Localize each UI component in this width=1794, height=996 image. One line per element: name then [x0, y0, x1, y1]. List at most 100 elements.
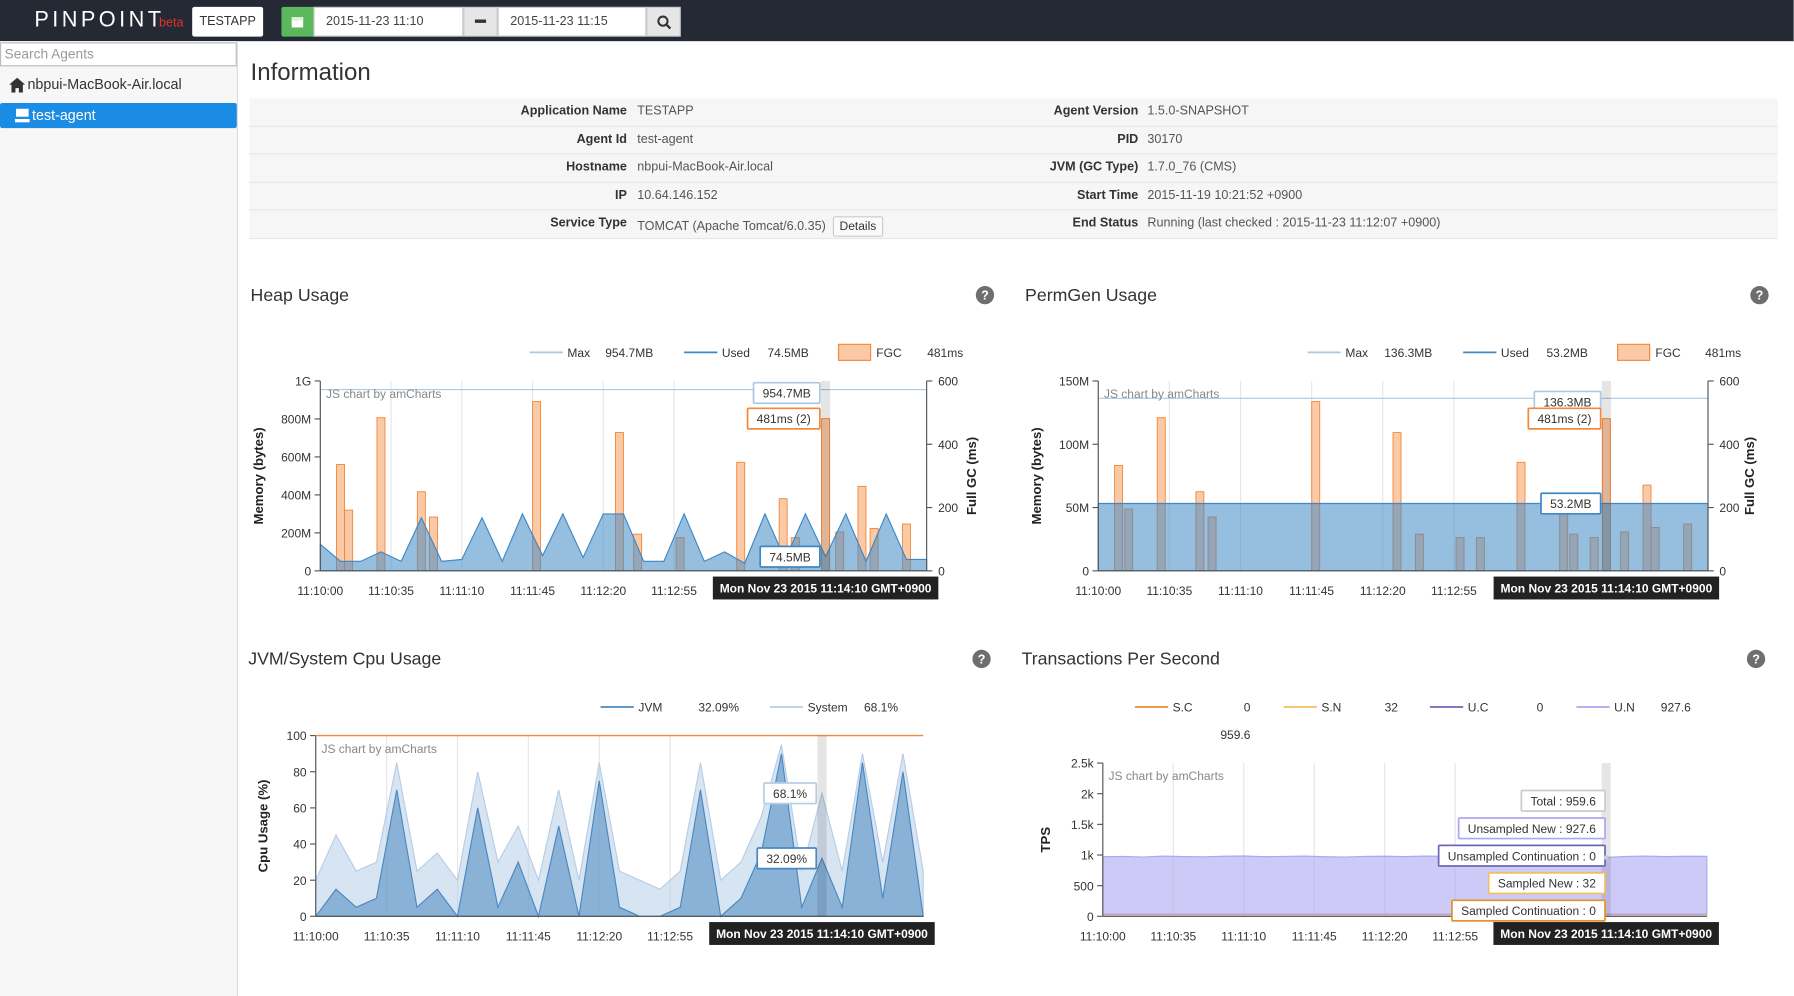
agent-search[interactable]: Search Agents — [0, 42, 237, 67]
legend-name[interactable]: FGC — [876, 346, 902, 360]
x-tick-label: 11:10:00 — [1075, 584, 1121, 598]
info-value-text: test-agent — [637, 132, 694, 146]
balloon-text: Sampled New : 32 — [1498, 877, 1596, 891]
chart-title: PermGen Usage — [1025, 285, 1157, 305]
y-tick-label: 600M — [281, 450, 311, 464]
help-icon-text: ? — [1752, 653, 1760, 667]
y2-axis-label: Full GC (ms) — [1742, 437, 1757, 515]
x-tick-label: 11:11:45 — [1292, 929, 1337, 943]
legend-name[interactable]: Max — [1345, 346, 1368, 360]
beta-badge: beta — [159, 16, 184, 30]
help-icon[interactable] — [975, 286, 995, 305]
host-row[interactable]: nbpui-MacBook-Air.local — [9, 77, 182, 93]
balloon-text: Unsampled New : 927.6 — [1468, 822, 1596, 836]
info-value-text: TOMCAT (Apache Tomcat/6.0.35) — [637, 219, 826, 234]
balloon — [759, 545, 821, 568]
legend-value: 0 — [1244, 701, 1251, 715]
legend-name[interactable]: System — [808, 701, 848, 715]
info-label: Service Type — [550, 216, 627, 230]
x-tick-label: 11:10:00 — [1080, 929, 1126, 943]
info-value: TOMCAT (Apache Tomcat/6.0.35) Details — [637, 216, 884, 237]
details-button[interactable]: Details — [832, 216, 884, 237]
legend-name[interactable]: U.N — [1614, 701, 1635, 715]
y-axis-label: Memory (bytes) — [1029, 427, 1044, 524]
x-tick-label: 11:11:45 — [506, 929, 551, 943]
area — [1097, 502, 1709, 572]
legend-value: 32.09% — [698, 701, 739, 715]
help-icon[interactable] — [972, 649, 991, 669]
balloon-text: 53.2MB — [1550, 497, 1591, 511]
x-tick-label: 11:12:20 — [576, 929, 622, 943]
balloon — [752, 381, 821, 405]
calendar-button[interactable] — [281, 6, 314, 37]
agent-row[interactable]: test-agent — [0, 102, 237, 129]
legend-name[interactable]: Used — [1501, 346, 1529, 360]
info-title: Information — [250, 59, 371, 86]
info-value: 2015-11-19 10:21:52 +0900 — [1147, 188, 1303, 202]
application-button[interactable]: TESTAPP — [192, 6, 264, 37]
cursor-label: Mon Nov 23 2015 11:14:10 GMT+0900 — [720, 582, 932, 596]
info-row: Application Name TESTAPP Agent Version 1.5.… — [249, 98, 1778, 127]
balloon — [1520, 789, 1606, 812]
legend-name[interactable]: JVM — [638, 701, 662, 715]
help-icon-text: ? — [981, 289, 989, 303]
x-tick-label: 11:12:55 — [1432, 929, 1478, 943]
search-button[interactable] — [646, 6, 681, 37]
info-value: 30170 — [1147, 132, 1183, 146]
y-tick-label: 100M — [1059, 438, 1089, 452]
legend-name[interactable]: S.C — [1173, 701, 1193, 715]
info-value: 10.64.146.152 — [637, 188, 717, 202]
home-icon — [9, 77, 26, 93]
legend-name[interactable]: Used — [722, 346, 750, 360]
legend-name[interactable]: FGC — [1655, 346, 1681, 360]
balloon-text: 68.1% — [773, 787, 807, 801]
x-tick-label: 11:10:00 — [293, 929, 339, 943]
legend-value: 74.5MB — [767, 346, 808, 360]
y-tick-label: 100 — [287, 729, 307, 743]
info-label: Hostname — [566, 160, 627, 174]
x-tick-label: 11:10:35 — [368, 584, 414, 598]
chart-title: Heap Usage — [251, 285, 350, 305]
chart-title: Transactions Per Second — [1022, 649, 1220, 669]
header: PINPOINT beta TESTAPP 2015-11-23 11:10 2… — [0, 0, 1794, 42]
total-point — [1603, 855, 1609, 860]
x-tick-label: 11:12:55 — [647, 929, 693, 943]
cursor-band — [1601, 763, 1611, 917]
x-tick-label: 11:10:35 — [1146, 584, 1192, 598]
host-name: nbpui-MacBook-Air.local — [27, 76, 182, 93]
y-tick-label: 2k — [1081, 787, 1095, 801]
balloon — [1457, 817, 1606, 840]
legend-name[interactable]: Max — [567, 346, 590, 360]
help-icon-text: ? — [978, 653, 986, 667]
legend-swatch — [1617, 343, 1651, 361]
info-label: IP — [615, 188, 627, 202]
legend-name[interactable]: S.N — [1321, 701, 1341, 715]
chart-credit: JS chart by amCharts — [1109, 769, 1224, 783]
y2-tick-label: 600 — [938, 375, 958, 389]
y-tick-label: 200M — [281, 526, 311, 540]
y-axis-label: Memory (bytes) — [251, 427, 266, 524]
balloon — [1451, 899, 1606, 922]
info-row: IP 10.64.146.152 Start Time 2015-11-19 10:2… — [249, 182, 1778, 211]
to-input[interactable]: 2015-11-23 11:15 — [497, 6, 647, 37]
x-tick-label: 11:11:10 — [435, 929, 480, 943]
from-input[interactable]: 2015-11-23 11:10 — [313, 6, 464, 37]
cursor-band — [817, 735, 827, 917]
cursor-label: Mon Nov 23 2015 11:14:10 GMT+0900 — [1500, 927, 1712, 941]
balloon — [1540, 492, 1602, 515]
help-icon[interactable] — [1750, 286, 1769, 305]
logo[interactable]: PINPOINT — [34, 8, 165, 33]
legend-value: 959.6 — [1220, 728, 1250, 742]
balloon-text: 954.7MB — [763, 387, 811, 401]
help-icon[interactable] — [1746, 649, 1766, 669]
x-tick-label: 11:12:20 — [1362, 929, 1408, 943]
x-tick-label: 11:12:55 — [651, 584, 697, 598]
info-value: TESTAPP — [637, 104, 693, 118]
legend-name[interactable]: U.C — [1468, 701, 1489, 715]
balloon-text: 136.3MB — [1543, 395, 1591, 409]
x-tick-label: 11:11:45 — [1289, 584, 1334, 598]
legend-swatch — [837, 343, 872, 361]
balloon-text: 481ms (2) — [1537, 412, 1591, 426]
chart-credit: JS chart by amCharts — [321, 742, 436, 756]
